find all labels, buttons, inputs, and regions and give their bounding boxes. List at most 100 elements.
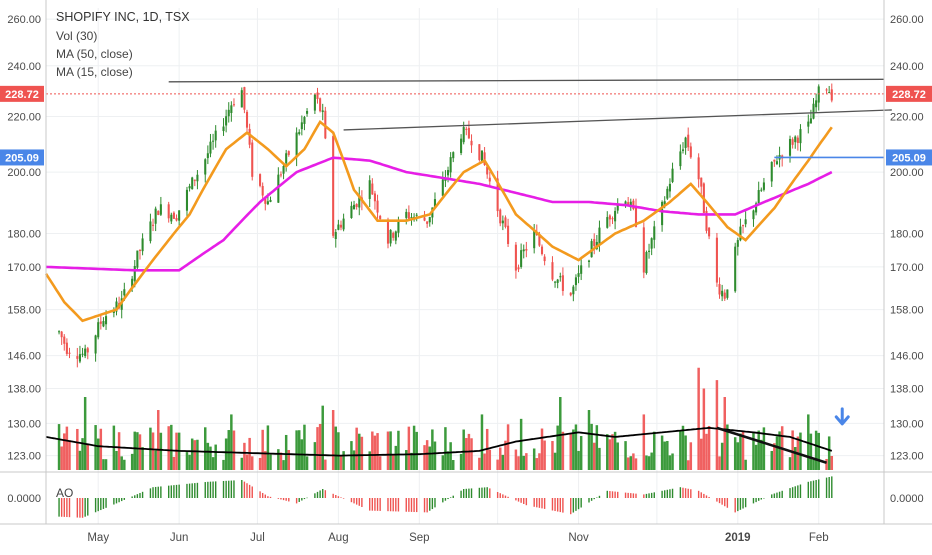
volume-bar xyxy=(660,435,664,470)
volume-bar xyxy=(616,442,619,470)
ao-bar xyxy=(58,498,60,517)
ao-bar xyxy=(410,498,413,512)
candle-body xyxy=(668,183,671,192)
ao-bar xyxy=(306,497,308,499)
volume-bar xyxy=(697,367,700,470)
candle-body xyxy=(817,86,820,103)
candle-body xyxy=(227,109,230,117)
volume-bar xyxy=(478,457,481,470)
ao-bar xyxy=(233,480,235,498)
volume-bar xyxy=(762,427,766,470)
ao-bar xyxy=(212,481,214,498)
candle-body xyxy=(741,225,745,227)
candle-body xyxy=(259,174,262,186)
candle-body xyxy=(755,203,758,213)
candle-body xyxy=(499,209,502,224)
ao-bar xyxy=(194,483,196,498)
candle-body xyxy=(812,103,815,119)
volume-bar xyxy=(277,449,280,470)
ao-bar xyxy=(739,498,742,510)
ao-bar xyxy=(259,491,261,498)
candle-body xyxy=(632,200,635,210)
ao-bar xyxy=(301,498,303,501)
volume-bar xyxy=(115,450,118,470)
volume-bar xyxy=(590,423,593,470)
volume-bar xyxy=(102,459,105,470)
ao-bar xyxy=(68,498,71,518)
ao-bar xyxy=(413,498,415,512)
volume-bar xyxy=(250,456,254,470)
ao-bar xyxy=(392,498,394,512)
volume-bar xyxy=(321,405,324,470)
candle-body xyxy=(175,217,178,221)
ao-bar xyxy=(102,498,105,509)
y-tick-left: 138.00 xyxy=(7,383,41,395)
axis-labels: 260.00 260.00 240.00 240.00 220.00 220.00 200.… xyxy=(0,14,932,544)
last-price-badge-left: 228.72 xyxy=(5,89,39,101)
volume-bar xyxy=(303,424,306,470)
ao-bar xyxy=(431,498,434,510)
ao-bar xyxy=(214,481,217,498)
volume-bar xyxy=(629,456,633,470)
volume-bar xyxy=(814,430,818,470)
candle-body xyxy=(462,127,465,143)
x-tick-label: Nov xyxy=(568,532,589,544)
volume-bar xyxy=(613,431,617,470)
y-tick-left: 170.00 xyxy=(7,262,41,274)
volume-bar xyxy=(827,436,831,470)
volume-bar xyxy=(606,434,609,470)
ao-bar xyxy=(66,498,68,518)
indicator-lines xyxy=(44,78,892,464)
volume-bar xyxy=(441,455,445,470)
volume-bar xyxy=(240,457,244,470)
candle-body xyxy=(240,90,243,108)
volume-bar xyxy=(211,457,215,470)
volume-bar xyxy=(360,436,364,470)
volume-bar xyxy=(295,430,298,470)
ao-bar xyxy=(389,498,392,512)
volume-bar xyxy=(81,438,84,470)
candle-body xyxy=(300,122,303,130)
ao-bar xyxy=(724,498,726,507)
volume-bar xyxy=(647,456,651,470)
volume-bar xyxy=(791,430,794,470)
ao-bar xyxy=(316,491,319,498)
ao-bar xyxy=(324,490,327,498)
ao-bar xyxy=(178,484,180,498)
ao-bar xyxy=(97,498,99,512)
ao-bar xyxy=(63,498,65,517)
ao-bar xyxy=(337,496,340,498)
ao-bar xyxy=(481,487,483,498)
ao-bar xyxy=(734,498,736,513)
ao-bar xyxy=(123,498,126,500)
ao-bar xyxy=(387,498,389,512)
volume-bar xyxy=(394,445,398,470)
candle-body xyxy=(133,265,136,281)
ao-bar xyxy=(121,498,123,502)
ao-bar xyxy=(737,498,739,512)
ao-bar xyxy=(295,498,298,504)
ao-bar xyxy=(264,494,266,498)
ao-bar xyxy=(152,487,154,498)
candle-body xyxy=(533,229,536,249)
ao-bar xyxy=(718,498,721,504)
candle-body xyxy=(809,118,812,124)
volume-bar xyxy=(723,397,726,470)
ao-bar xyxy=(160,486,162,498)
volume-bar xyxy=(342,451,345,470)
y-tick-right: 180.00 xyxy=(890,229,924,241)
ao-bar xyxy=(460,490,462,498)
candle-body xyxy=(762,182,765,190)
candle-body xyxy=(410,216,413,219)
candle-body xyxy=(97,322,100,338)
x-tick-label: Sep xyxy=(409,532,429,544)
ao-bar xyxy=(139,492,141,498)
volume-bar xyxy=(739,433,742,470)
candle-body xyxy=(115,301,118,312)
ao-bar xyxy=(700,492,702,498)
volume-bar xyxy=(733,437,737,470)
volume-bar xyxy=(279,452,283,470)
ao-bar xyxy=(577,498,580,510)
